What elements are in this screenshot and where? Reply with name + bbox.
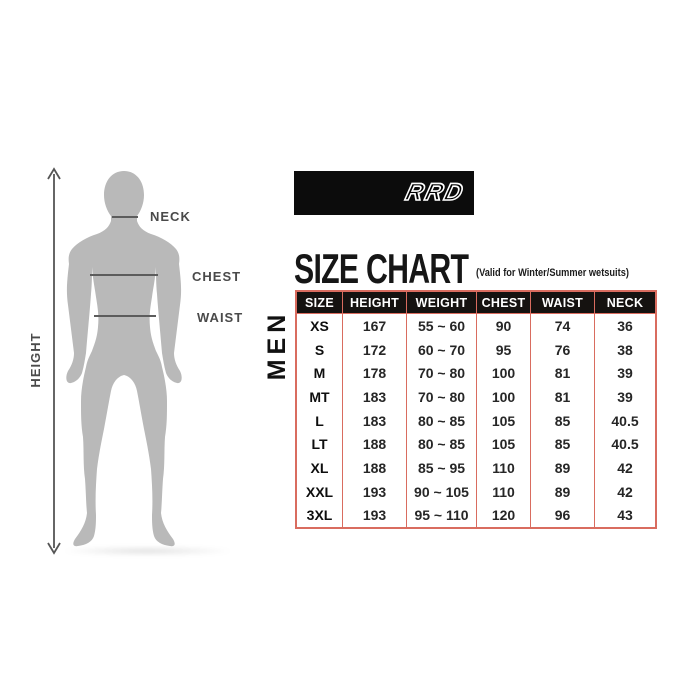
table-row: 3XL 193 95 ~ 110 120 96 43 xyxy=(295,503,657,529)
brand-banner: RRD xyxy=(294,171,474,215)
value-cell: 42 xyxy=(594,456,657,480)
table-row: LT 188 80 ~ 85 105 85 40.5 xyxy=(295,432,657,457)
value-cell: 110 xyxy=(476,479,531,504)
value-cell: 80 ~ 85 xyxy=(406,432,477,457)
figure-shadow xyxy=(60,546,235,556)
value-cell: 178 xyxy=(342,361,407,386)
table-row: MT 183 70 ~ 80 100 81 39 xyxy=(295,385,657,409)
neck-label: NECK xyxy=(150,209,191,224)
size-table-head: SIZE HEIGHT WEIGHT CHEST WAIST NECK xyxy=(295,291,657,314)
value-cell: 90 ~ 105 xyxy=(406,479,477,504)
value-cell: 81 xyxy=(530,361,595,386)
value-cell: 42 xyxy=(594,479,657,504)
value-cell: 172 xyxy=(342,337,407,362)
waist-label: WAIST xyxy=(197,310,244,325)
page-subtitle: (Valid for Winter/Summer wetsuits) xyxy=(476,267,629,279)
table-row: M 178 70 ~ 80 100 81 39 xyxy=(295,361,657,386)
value-cell: 85 xyxy=(530,432,595,457)
size-table-body: XS 167 55 ~ 60 90 74 36 S 172 60 ~ 70 95 76 38 M 178 7… xyxy=(295,313,657,529)
body-silhouette xyxy=(66,171,182,547)
value-cell: 74 xyxy=(530,313,595,338)
column-header: WEIGHT xyxy=(406,291,477,314)
value-cell: 81 xyxy=(530,385,595,409)
column-header: NECK xyxy=(594,291,657,314)
value-cell: 193 xyxy=(342,479,407,504)
table-row: XL 188 85 ~ 95 110 89 42 xyxy=(295,456,657,480)
value-cell: 43 xyxy=(594,503,657,529)
value-cell: 85 xyxy=(530,408,595,433)
value-cell: 89 xyxy=(530,456,595,480)
men-group-label: MEN xyxy=(263,309,291,381)
value-cell: 39 xyxy=(594,385,657,409)
value-cell: 36 xyxy=(594,313,657,338)
height-arrow xyxy=(47,167,61,555)
size-cell: XXL xyxy=(295,479,343,504)
value-cell: 110 xyxy=(476,456,531,480)
table-row: S 172 60 ~ 70 95 76 38 xyxy=(295,337,657,362)
value-cell: 80 ~ 85 xyxy=(406,408,477,433)
table-row: XXL 193 90 ~ 105 110 89 42 xyxy=(295,479,657,504)
value-cell: 120 xyxy=(476,503,531,529)
value-cell: 60 ~ 70 xyxy=(406,337,477,362)
size-cell: XL xyxy=(295,456,343,480)
value-cell: 188 xyxy=(342,456,407,480)
value-cell: 85 ~ 95 xyxy=(406,456,477,480)
value-cell: 105 xyxy=(476,408,531,433)
value-cell: 105 xyxy=(476,432,531,457)
value-cell: 167 xyxy=(342,313,407,338)
size-cell: MT xyxy=(295,385,343,409)
column-header: CHEST xyxy=(476,291,531,314)
value-cell: 183 xyxy=(342,385,407,409)
size-cell: 3XL xyxy=(295,503,343,529)
table-row: XS 167 55 ~ 60 90 74 36 xyxy=(295,313,657,338)
value-cell: 100 xyxy=(476,385,531,409)
value-cell: 96 xyxy=(530,503,595,529)
value-cell: 38 xyxy=(594,337,657,362)
value-cell: 39 xyxy=(594,361,657,386)
height-label: HEIGHT xyxy=(28,332,43,388)
size-cell: L xyxy=(295,408,343,433)
value-cell: 89 xyxy=(530,479,595,504)
chest-label: CHEST xyxy=(192,269,242,284)
value-cell: 188 xyxy=(342,432,407,457)
size-cell: S xyxy=(295,337,343,362)
value-cell: 76 xyxy=(530,337,595,362)
header-row: SIZE HEIGHT WEIGHT CHEST WAIST NECK xyxy=(295,291,657,314)
value-cell: 100 xyxy=(476,361,531,386)
rrd-logo: RRD xyxy=(402,178,468,207)
value-cell: 55 ~ 60 xyxy=(406,313,477,338)
value-cell: 70 ~ 80 xyxy=(406,361,477,386)
table-row: L 183 80 ~ 85 105 85 40.5 xyxy=(295,408,657,433)
size-table: SIZE HEIGHT WEIGHT CHEST WAIST NECK XS 167 55 ~… xyxy=(295,290,657,530)
column-header: HEIGHT xyxy=(342,291,407,314)
value-cell: 95 ~ 110 xyxy=(406,503,477,529)
value-cell: 183 xyxy=(342,408,407,433)
column-header: WAIST xyxy=(530,291,595,314)
value-cell: 70 ~ 80 xyxy=(406,385,477,409)
value-cell: 90 xyxy=(476,313,531,338)
value-cell: 193 xyxy=(342,503,407,529)
value-cell: 40.5 xyxy=(594,432,657,457)
value-cell: 95 xyxy=(476,337,531,362)
column-header: SIZE xyxy=(295,291,343,314)
size-cell: LT xyxy=(295,432,343,457)
size-cell: XS xyxy=(295,313,343,338)
page-title: SIZE CHART xyxy=(294,245,469,292)
value-cell: 40.5 xyxy=(594,408,657,433)
size-cell: M xyxy=(295,361,343,386)
